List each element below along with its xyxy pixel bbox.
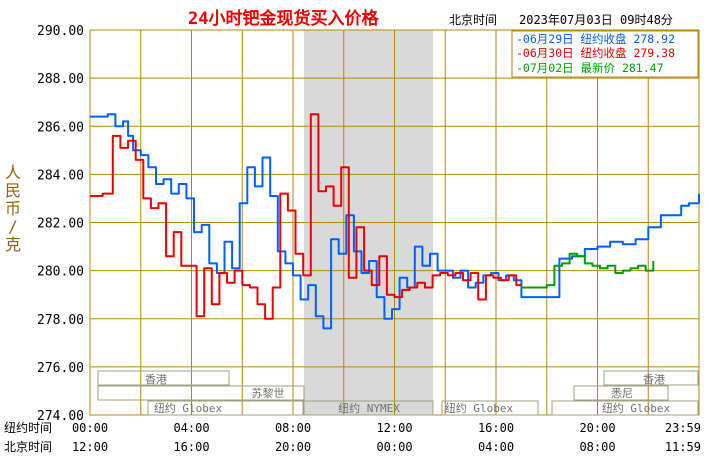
x-tick-ny: 12:00	[376, 421, 412, 435]
timezone-label: 北京时间	[449, 13, 497, 27]
series-group	[90, 113, 700, 330]
legend-0630: -06月30日 纽约收盘 279.38	[516, 46, 675, 60]
x-tick-bj: 12:00	[72, 440, 108, 454]
y-axis-title-char: 人	[5, 163, 21, 182]
y-tick-label: 280.00	[37, 265, 84, 280]
legend-0629: -06月29日 纽约收盘 278.92	[516, 32, 675, 46]
y-axis-title-char: 币	[5, 199, 21, 218]
legend-box	[511, 30, 699, 78]
x-tick-bj: 11:59	[665, 440, 701, 454]
row-label-bj: 北京时间	[4, 440, 52, 454]
y-tick-label: 282.00	[37, 217, 84, 232]
x-axis-ticks: 00:00 04:00 08:00 12:00 16:00 20:00 23:59 12:00…	[72, 421, 701, 454]
session-sydney: 悉尼	[611, 387, 633, 400]
x-tick-bj: 16:00	[173, 440, 209, 454]
x-tick-ny: 04:00	[173, 421, 209, 435]
legend-0702: -07月02日 最新价 281.47	[516, 61, 664, 75]
session-ny-nymex: 纽约 NYMEX	[338, 401, 400, 415]
x-tick-ny: 23:59	[665, 421, 701, 435]
session-hongkong: 香港	[145, 373, 167, 386]
x-tick-ny: 08:00	[275, 421, 311, 435]
session-hongkong-2: 香港	[643, 373, 665, 386]
session-ny-globex-1: 纽约 Globex	[154, 401, 223, 415]
x-tick-ny: 20:00	[579, 421, 615, 435]
y-axis-title: 人民币/克	[5, 163, 21, 254]
row-label-ny: 纽约时间	[4, 420, 52, 435]
series-line-07月02日	[521, 252, 655, 289]
y-tick-label: 278.00	[37, 313, 84, 328]
legend: -06月29日 纽约收盘 278.92 -06月30日 纽约收盘 279.38 …	[511, 30, 699, 78]
x-tick-bj: 04:00	[478, 440, 514, 454]
y-tick-label: 290.00	[37, 24, 84, 39]
session-labels: 香港 苏黎世 纽约 Globex 纽约 NYMEX 纽约 Globex 悉尼 香…	[145, 373, 671, 415]
y-axis-title-char: /	[8, 217, 18, 236]
session-ny-globex-3: 纽约 Globex	[602, 401, 671, 415]
chart-title: 24小时钯金现货买入价格	[188, 8, 379, 29]
y-axis-ticks: 290.00 288.00 286.00 284.00 282.00 280.00 278.…	[37, 24, 84, 424]
y-tick-label: 286.00	[37, 120, 84, 135]
timestamp: 2023年07月03日 09时48分	[519, 13, 673, 27]
series-line-06月29日	[90, 113, 700, 330]
chart-grid	[89, 29, 700, 416]
x-tick-bj: 08:00	[579, 440, 615, 454]
series-line-06月30日	[90, 113, 522, 320]
y-tick-label: 274.00	[37, 409, 84, 424]
session-ny-globex-2: 纽约 Globex	[445, 401, 514, 415]
y-tick-label: 284.00	[37, 168, 84, 183]
session-boxes	[97, 370, 699, 416]
x-tick-bj: 00:00	[376, 440, 412, 454]
y-tick-label: 288.00	[37, 72, 84, 87]
y-tick-label: 276.00	[37, 361, 84, 376]
y-axis-title-char: 克	[5, 235, 21, 254]
x-tick-ny: 16:00	[478, 421, 514, 435]
x-tick-ny: 00:00	[72, 421, 108, 435]
session-zurich: 苏黎世	[252, 386, 285, 400]
x-tick-bj: 20:00	[275, 440, 311, 454]
y-axis-title-char: 民	[5, 181, 21, 200]
